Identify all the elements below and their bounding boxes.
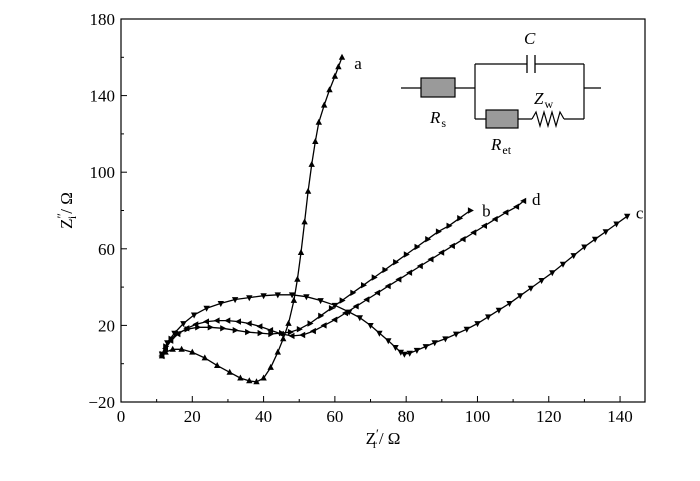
series-a-line <box>158 53 346 385</box>
y-tick-label: 60 <box>98 240 115 259</box>
plot-frame <box>120 18 646 403</box>
resistor-ret <box>485 109 519 129</box>
plot-border <box>120 18 646 403</box>
x-tick-label: 0 <box>117 407 126 426</box>
x-axis: 0 20 40 60 80 100 120 140 <box>117 396 633 426</box>
resistor-rs <box>420 77 456 98</box>
label-ret: Ret <box>490 135 512 157</box>
series-label-a: a <box>354 54 362 73</box>
y-tick-label: 140 <box>90 87 116 106</box>
capacitor-c <box>526 55 536 73</box>
series-layer <box>158 53 631 385</box>
series-label-d: d <box>532 190 541 209</box>
y-axis-title: Z″i/ Ω <box>54 192 79 229</box>
series-labels: a b c d <box>354 54 644 222</box>
y-tick-label: 180 <box>90 10 116 29</box>
series-c-line <box>158 213 631 358</box>
series-label-b: b <box>482 202 491 221</box>
y-tick-label: 20 <box>98 316 115 335</box>
equivalent-circuit-inset: Rs C Ret Zw <box>401 29 601 157</box>
series-d-line <box>158 197 527 360</box>
series-label-c: c <box>636 203 644 222</box>
x-tick-label: 20 <box>184 407 201 426</box>
warburg-zw <box>531 109 565 129</box>
x-axis-title: Z′ r / Ω <box>366 426 401 451</box>
y-tick-label: 100 <box>90 163 116 182</box>
series-b-line <box>159 207 474 358</box>
label-zw: Zw <box>534 89 553 111</box>
x-tick-label: 60 <box>326 407 343 426</box>
label-c: C <box>524 29 536 48</box>
x-tick-label: 120 <box>536 407 562 426</box>
x-tick-label: 100 <box>465 407 491 426</box>
circuit-wires <box>401 63 601 120</box>
x-tick-label: 80 <box>398 407 415 426</box>
label-rs: Rs <box>429 108 446 130</box>
x-tick-label: 140 <box>607 407 633 426</box>
y-axis: −20 20 60 100 140 180 <box>88 10 127 412</box>
x-tick-label: 40 <box>255 407 272 426</box>
y-tick-label: −20 <box>88 393 115 412</box>
